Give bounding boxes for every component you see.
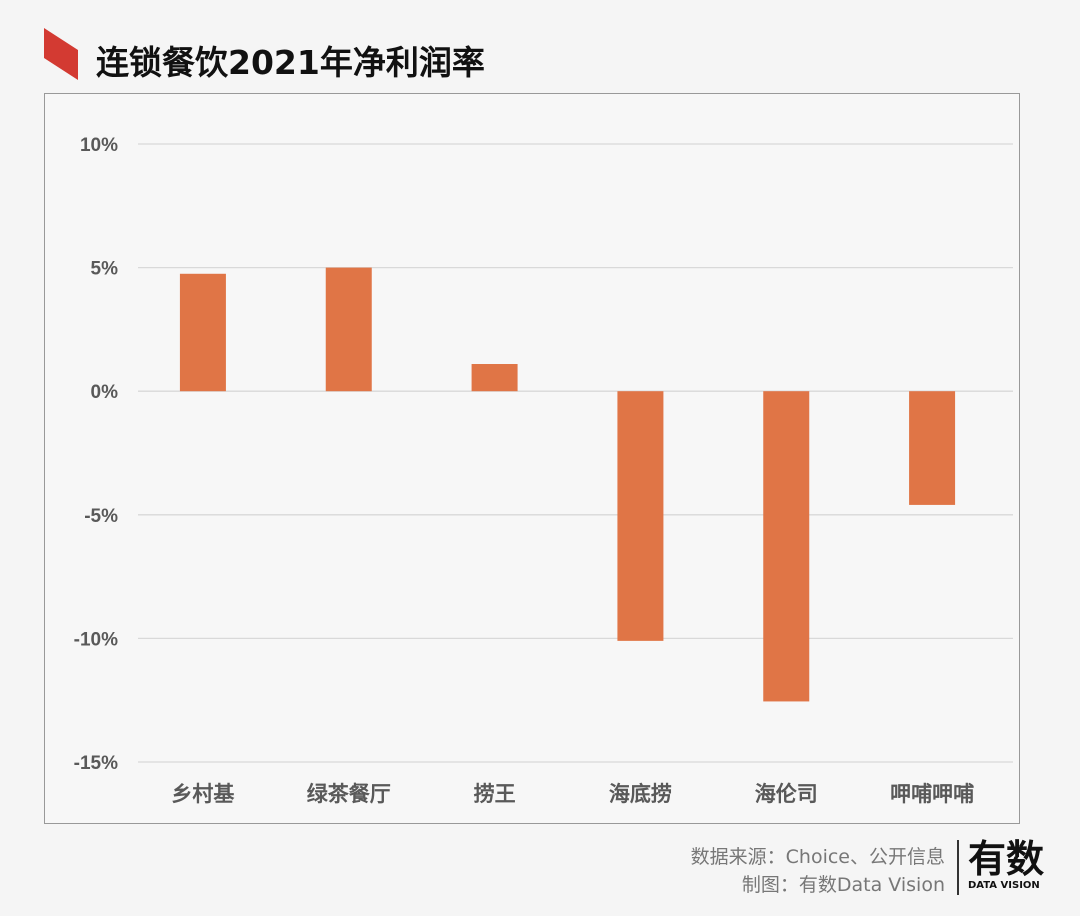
bar	[325, 267, 372, 392]
logo: 有数 DATA VISION	[968, 838, 1054, 891]
y-tick-label: 5%	[91, 259, 119, 280]
footer-divider	[957, 840, 959, 895]
source-text: 数据来源：Choice、公开信息	[690, 846, 945, 868]
x-tick-label: 海底捞	[609, 782, 672, 806]
x-tick-label: 海伦司	[755, 782, 818, 806]
bar	[471, 364, 518, 392]
chart-frame	[44, 93, 1020, 824]
x-tick-label: 捞王	[474, 782, 516, 806]
bar	[617, 391, 664, 641]
y-tick-label: 0%	[91, 382, 119, 403]
x-tick-label: 乡村基	[171, 782, 235, 806]
x-tick-label: 呷哺呷哺	[890, 782, 974, 806]
y-tick-label: -10%	[74, 629, 118, 650]
bar	[763, 391, 810, 702]
bar	[909, 391, 956, 505]
maker-text: 制图：有数Data Vision	[741, 874, 945, 896]
x-tick-label: 绿茶餐厅	[307, 782, 391, 806]
y-tick-label: -5%	[84, 506, 118, 527]
y-tick-label: 10%	[80, 135, 118, 156]
logo-main: 有数	[968, 837, 1045, 881]
logo-sub: DATA VISION	[968, 880, 1040, 891]
bar	[179, 273, 226, 392]
source-note: 数据来源：Choice、公开信息 制图：有数Data Vision	[691, 843, 945, 899]
title-flag-icon	[44, 28, 78, 80]
y-tick-label: -15%	[74, 753, 118, 774]
chart-title: 连锁餐饮2021年净利润率	[96, 43, 485, 82]
